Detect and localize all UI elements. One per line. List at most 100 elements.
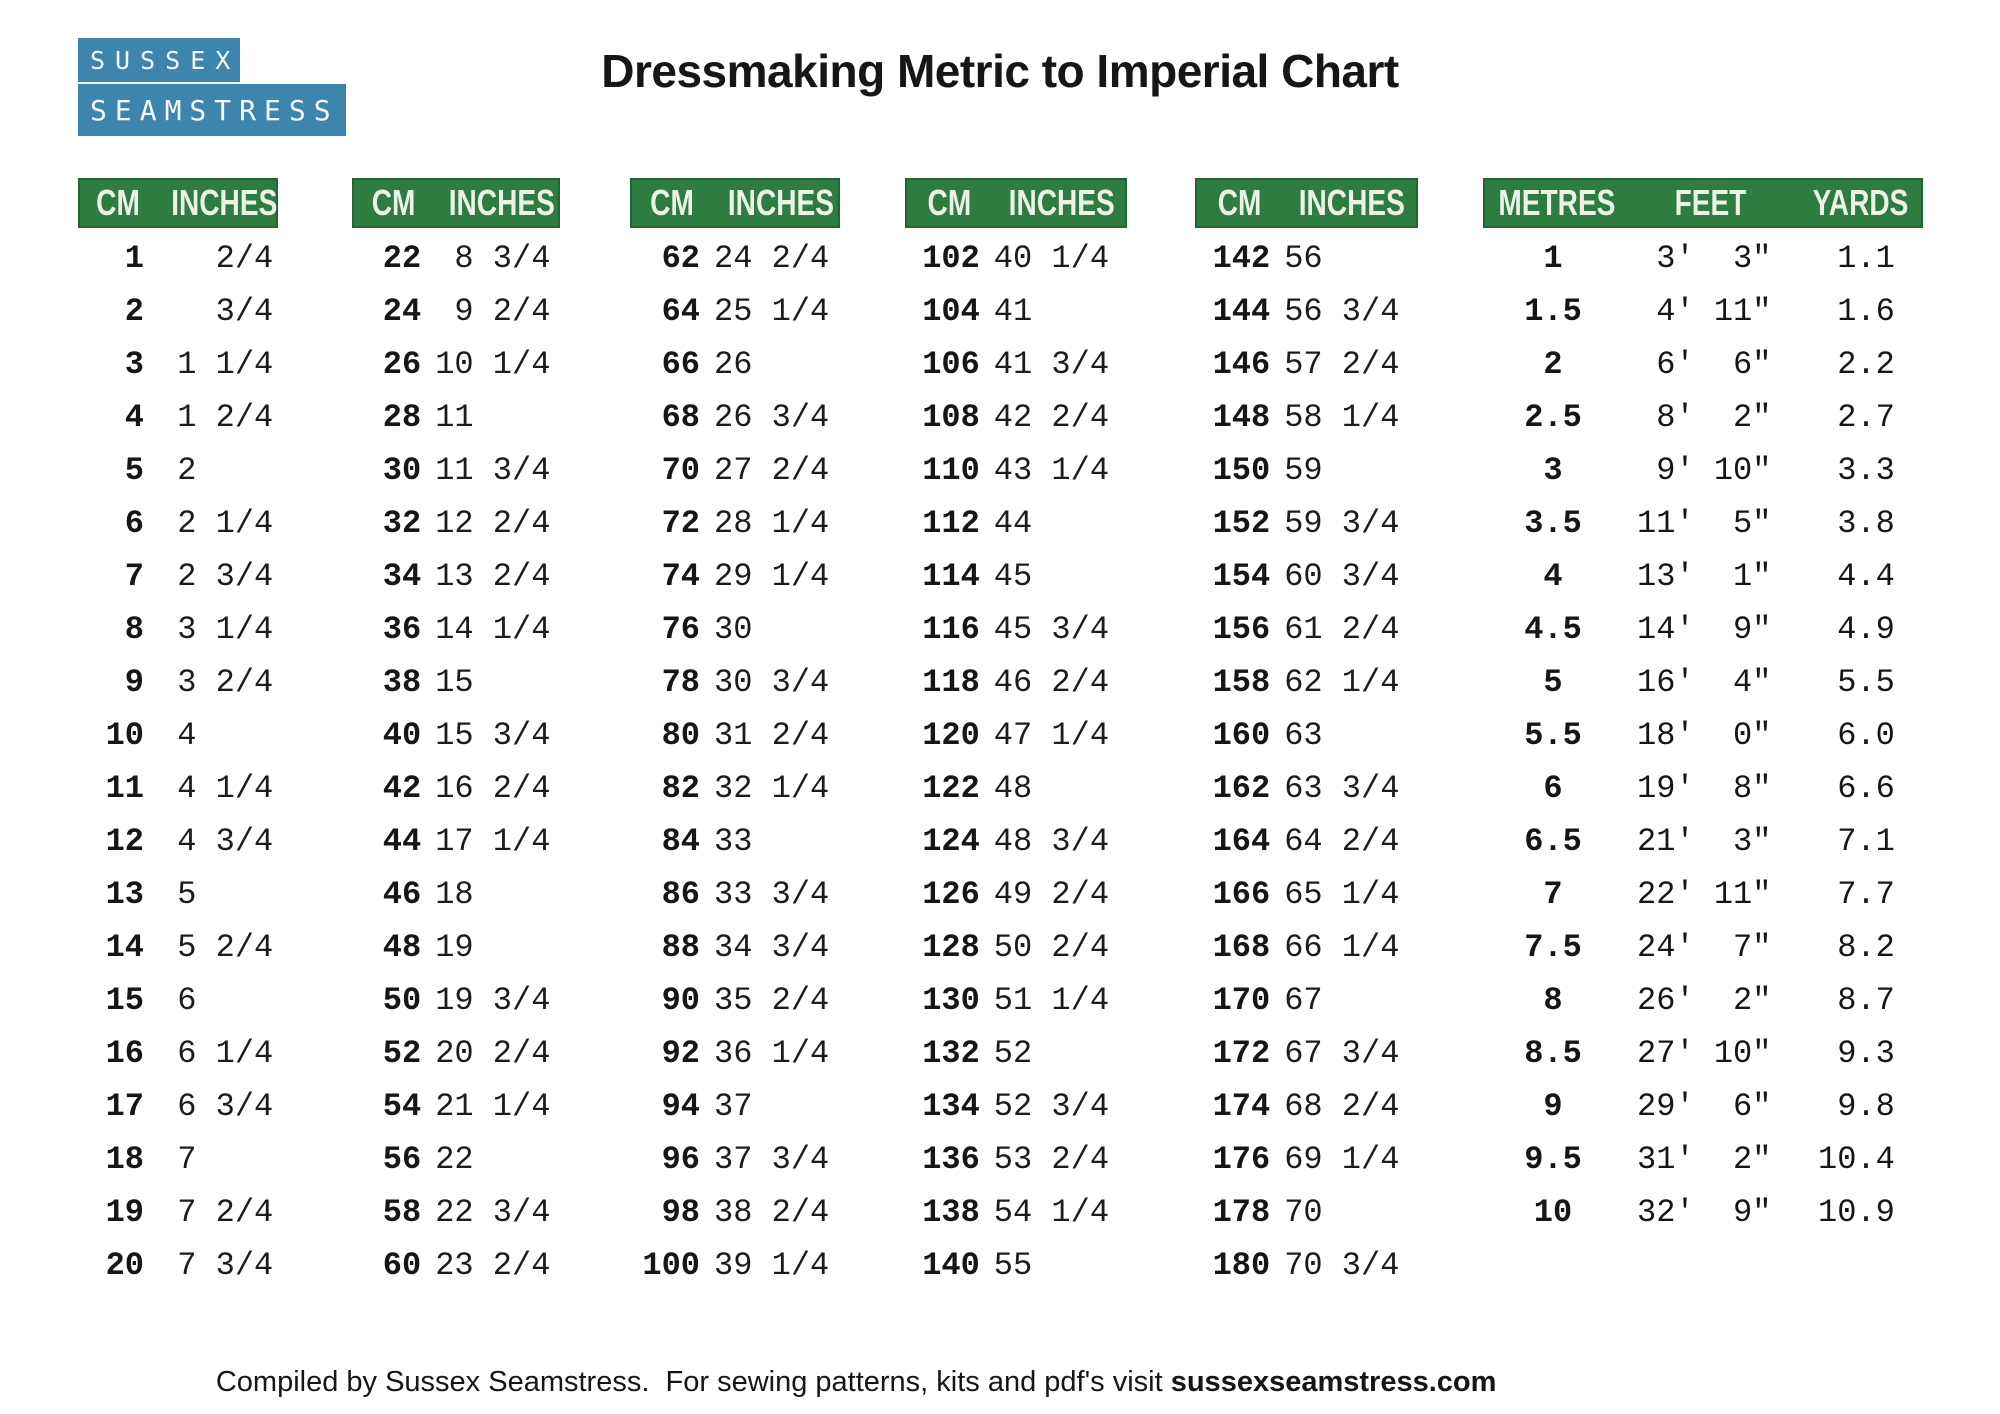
inches-value: 17 1/4 (435, 822, 551, 860)
inches-value: 63 3/4 (1284, 769, 1400, 807)
feet-value: 6' 6" (1637, 345, 1772, 383)
cm-value: 180 (1212, 1246, 1271, 1284)
table-row: 9.5 31' 2" 10.4 (1483, 1133, 1923, 1186)
inches-value: 63 (1284, 716, 1323, 754)
metres-value: 9 (1543, 1087, 1563, 1125)
cm-value: 150 (1212, 451, 1271, 489)
table-rows: 142 56 144 56 3/4 146 57 2/4 148 58 1/4 150 59 152… (1195, 232, 1418, 1292)
table-row: 132 52 (905, 1027, 1127, 1080)
feet-value: 22' 11" (1637, 875, 1772, 913)
metres-value: 5.5 (1524, 716, 1582, 754)
table-row: 6 19' 8" 6.6 (1483, 762, 1923, 815)
table-row: 3 1 1/4 (78, 338, 278, 391)
inches-value: 21 1/4 (435, 1087, 551, 1125)
feet-value: 9' 10" (1637, 451, 1772, 489)
metres-value: 1.5 (1524, 292, 1582, 330)
inches-value: 20 2/4 (435, 1034, 551, 1072)
inches-value: 6 3/4 (158, 1087, 274, 1125)
cm-value: 136 (922, 1140, 980, 1178)
table-row: 2.5 8' 2" 2.7 (1483, 391, 1923, 444)
inches-value: 7 3/4 (158, 1246, 274, 1284)
inches-value: 67 3/4 (1284, 1034, 1400, 1072)
inches-value: 40 1/4 (993, 239, 1110, 277)
cm-value: 52 (382, 1034, 422, 1072)
inches-value: 3 2/4 (158, 663, 274, 701)
page-title: Dressmaking Metric to Imperial Chart (601, 45, 1399, 97)
feet-value: 11' 5" (1637, 504, 1772, 542)
metres-value: 3.5 (1524, 504, 1582, 542)
cm-value: 156 (1212, 610, 1271, 648)
table-row: 72 28 1/4 (630, 497, 840, 550)
cm-value: 92 (661, 1034, 700, 1072)
cm-value: 36 (382, 610, 422, 648)
table-row: 19 7 2/4 (78, 1186, 278, 1239)
table-row: 44 17 1/4 (352, 815, 560, 868)
table-row: 172 67 3/4 (1195, 1027, 1418, 1080)
inches-value: 7 (158, 1140, 197, 1178)
inches-value: 67 (1284, 981, 1323, 1019)
inches-value: 39 1/4 (714, 1246, 830, 1284)
inches-value: 3 1/4 (158, 610, 274, 648)
table-row: 64 25 1/4 (630, 285, 840, 338)
inches-value: 70 3/4 (1284, 1246, 1400, 1284)
cm-value: 5 (124, 451, 144, 489)
footer-website: sussexseamstress.com (1170, 1366, 1497, 1398)
metres-value: 6 (1543, 769, 1563, 807)
cm-value: 174 (1212, 1087, 1271, 1125)
table-row: 7 2 3/4 (78, 550, 278, 603)
table-row: 126 49 2/4 (905, 868, 1127, 921)
yards-value: 1.6 (1818, 292, 1895, 330)
table-row: 98 38 2/4 (630, 1186, 840, 1239)
table-row: 5 16' 4" 5.5 (1483, 656, 1923, 709)
cm-value: 2 (124, 292, 144, 330)
inches-value: 15 (435, 663, 474, 701)
inches-value: 19 (435, 928, 474, 966)
table-row: 58 22 3/4 (352, 1186, 560, 1239)
cm-inches-table-4: CM INCHES 102 40 1/4 104 41 106 41 3/4 108 42 2… (905, 178, 1127, 1292)
table-row: 18 7 (78, 1133, 278, 1186)
table-row: 86 33 3/4 (630, 868, 840, 921)
inches-value: 45 (993, 557, 1033, 595)
inches-column-header: INCHES (448, 182, 556, 223)
table-row: 30 11 3/4 (352, 444, 560, 497)
yards-value: 3.8 (1818, 504, 1895, 542)
table-row: 150 59 (1195, 444, 1418, 497)
feet-value: 14' 9" (1637, 610, 1772, 648)
cm-value: 114 (922, 557, 980, 595)
yards-value: 4.4 (1818, 557, 1895, 595)
table-row: 74 29 1/4 (630, 550, 840, 603)
cm-value: 158 (1212, 663, 1271, 701)
cm-value: 86 (661, 875, 700, 913)
table-row: 174 68 2/4 (1195, 1080, 1418, 1133)
table-row: 68 26 3/4 (630, 391, 840, 444)
inches-value: 34 3/4 (714, 928, 830, 966)
inches-value: 53 2/4 (993, 1140, 1110, 1178)
cm-value: 9 (124, 663, 144, 701)
inches-value: 37 (714, 1087, 753, 1125)
inches-value: 57 2/4 (1284, 345, 1400, 383)
feet-value: 24' 7" (1637, 928, 1772, 966)
inches-value: 5 2/4 (158, 928, 274, 966)
cm-value: 90 (661, 981, 700, 1019)
cm-value: 1 (124, 239, 144, 277)
metres-value: 9.5 (1524, 1140, 1582, 1178)
inches-value: 46 2/4 (993, 663, 1110, 701)
table-row: 26 10 1/4 (352, 338, 560, 391)
inches-value: 65 1/4 (1284, 875, 1400, 913)
table-header: CM INCHES (1195, 178, 1418, 228)
cm-value: 108 (922, 398, 980, 436)
inches-value: 44 (993, 504, 1033, 542)
cm-value: 172 (1212, 1034, 1271, 1072)
inches-value: 2 (158, 451, 197, 489)
table-row: 96 37 3/4 (630, 1133, 840, 1186)
feet-value: 18' 0" (1637, 716, 1772, 754)
metres-value: 6.5 (1524, 822, 1582, 860)
inches-value: 2 3/4 (158, 557, 274, 595)
inches-column-header: INCHES (1008, 182, 1115, 223)
table-row: 90 35 2/4 (630, 974, 840, 1027)
cm-value: 170 (1212, 981, 1271, 1019)
cm-value: 15 (105, 981, 144, 1019)
inches-value: 45 3/4 (993, 610, 1110, 648)
cm-value: 20 (105, 1246, 144, 1284)
